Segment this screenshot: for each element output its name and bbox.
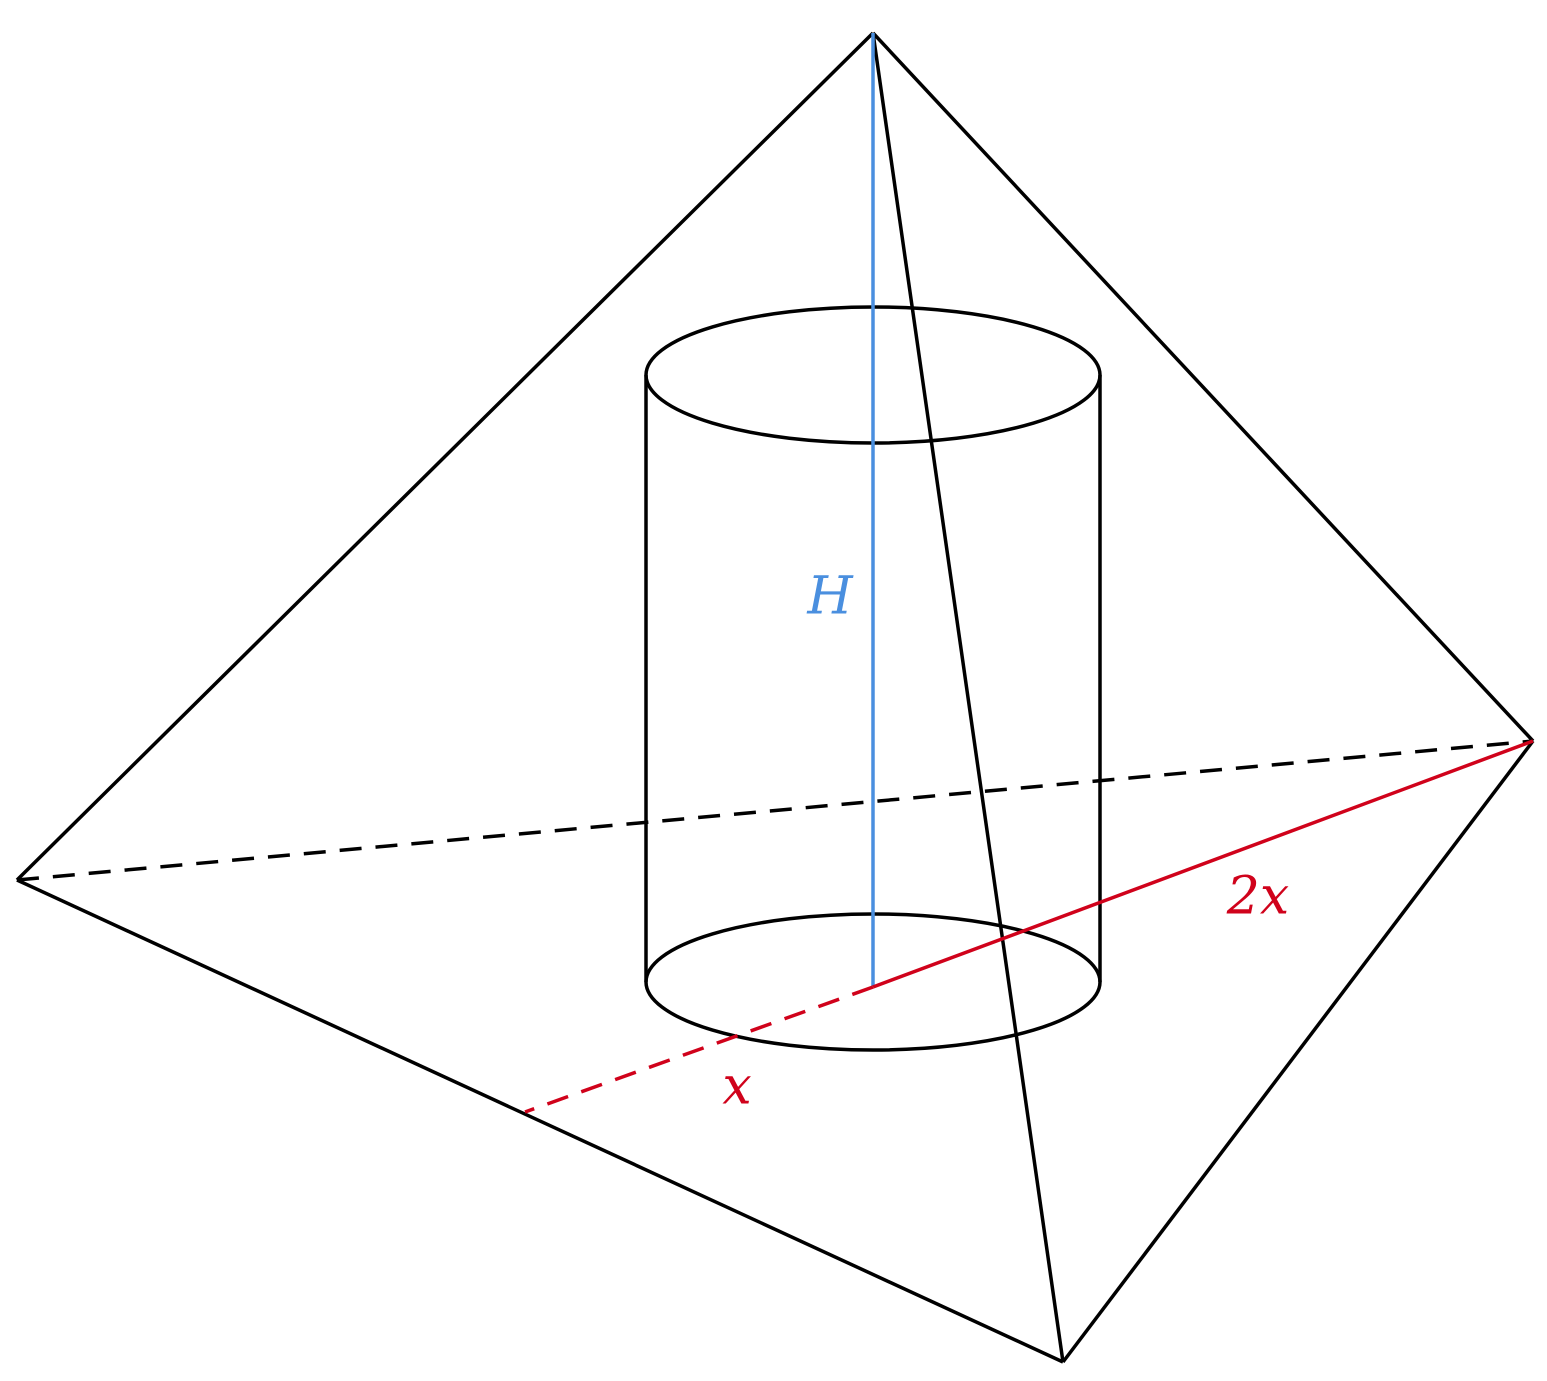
edge — [15, 31, 875, 882]
hidden-edge — [16, 739, 1534, 882]
edge — [16, 878, 1064, 1364]
edge — [871, 32, 1065, 1363]
edge — [1061, 739, 1535, 1364]
pyramid — [15, 31, 1535, 1364]
edge — [871, 31, 1535, 743]
height-label: H — [806, 567, 854, 627]
short-segment — [524, 985, 874, 1114]
short-label: x — [722, 1057, 751, 1117]
long-label: 2x — [1226, 867, 1289, 927]
long-segment — [872, 739, 1534, 989]
